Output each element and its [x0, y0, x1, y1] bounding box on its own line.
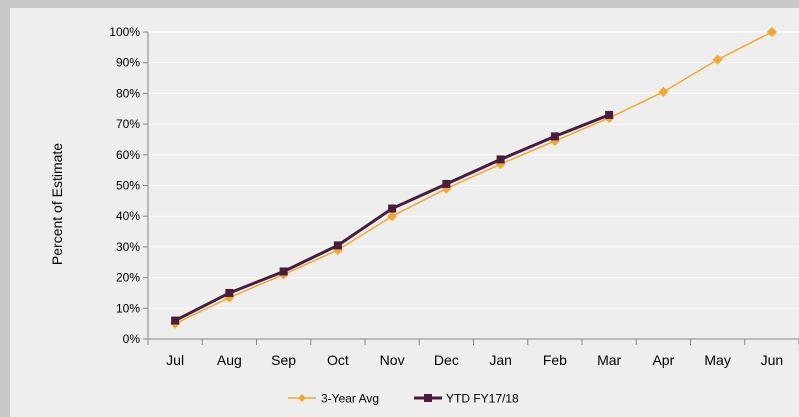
data-point [225, 288, 234, 297]
x-tick-label: Jan [489, 352, 512, 368]
data-point [712, 54, 723, 65]
x-tick-label: Nov [380, 352, 405, 368]
x-tick-label: Feb [543, 352, 567, 368]
legend: 3-Year Avg YTD FY17/18 [288, 392, 519, 406]
data-point [171, 316, 180, 325]
legend-label-3yr-avg: 3-Year Avg [321, 392, 379, 406]
x-tick-label: Sep [271, 352, 296, 368]
chart-frame: 0% 10% 20% 30% 40% 50% 60% 70% 80% 90% 100% Jul Aug S… [10, 8, 799, 417]
x-tick-label: Jun [761, 352, 784, 368]
y-axis-title: Percent of Estimate [49, 143, 65, 265]
data-point [605, 110, 614, 119]
y-tick-label: 20% [116, 271, 140, 285]
y-tick-label: 80% [116, 86, 140, 100]
y-tick-label: 40% [116, 209, 140, 223]
data-point [496, 155, 505, 164]
y-tick-label: 50% [116, 179, 140, 193]
y-tick-label: 10% [116, 301, 140, 315]
series-0 [170, 27, 777, 329]
data-point [658, 86, 669, 97]
x-tick-label: Aug [217, 352, 242, 368]
data-point [442, 179, 451, 188]
x-tick-label: Apr [652, 352, 674, 368]
data-point [550, 132, 559, 141]
legend-item-ytd: YTD FY17/18 [414, 392, 519, 406]
data-point [333, 241, 342, 250]
data-point [387, 211, 398, 222]
series-line [174, 31, 773, 325]
series-1 [171, 110, 614, 325]
data-point [388, 204, 397, 213]
gridlines [148, 31, 799, 309]
y-tick-label: 0% [123, 332, 141, 346]
y-tick-label: 30% [116, 240, 140, 254]
x-tick-label: Jul [166, 352, 184, 368]
x-tick-label: May [704, 352, 730, 368]
series [170, 27, 777, 329]
x-tick-label: Oct [327, 352, 349, 368]
line-chart: 0% 10% 20% 30% 40% 50% 60% 70% 80% 90% 100% Jul Aug S… [49, 25, 799, 406]
data-point [766, 27, 777, 37]
y-tick-label: 60% [116, 148, 140, 162]
x-tick-label: Mar [597, 352, 621, 368]
axes: 0% 10% 20% 30% 40% 50% 60% 70% 80% 90% 100% Jul Aug S… [109, 25, 799, 368]
legend-item-3yr-avg: 3-Year Avg [288, 392, 379, 406]
data-point [279, 267, 288, 276]
legend-label-ytd: YTD FY17/18 [446, 392, 519, 406]
y-tick-label: 100% [109, 25, 140, 39]
y-tick-label: 90% [116, 56, 140, 70]
x-tick-label: Dec [434, 352, 459, 368]
y-tick-label: 70% [116, 117, 140, 131]
